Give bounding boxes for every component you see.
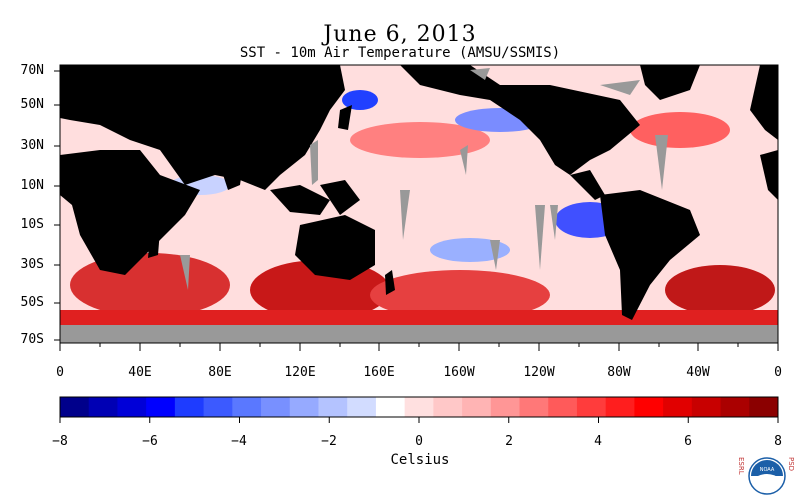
colorbar-tick-label: 0 [415, 434, 423, 449]
lat-label: 70N [20, 63, 44, 78]
lat-label: 30S [20, 257, 44, 272]
page-subtitle: SST - 10m Air Temperature (AMSU/SSMIS) [239, 45, 561, 61]
page-title: June 6, 2013 [323, 22, 477, 47]
colorbar-swatch [519, 397, 549, 417]
colorbar-swatch [691, 397, 722, 417]
colorbar-tick-label: 2 [505, 434, 513, 449]
lon-ticks [59, 343, 779, 351]
lat-label: 50S [20, 295, 44, 310]
colorbar-swatch [490, 397, 521, 417]
colorbar-swatch [60, 397, 90, 417]
lat-label: 10S [20, 217, 44, 232]
lon-label: 40W [686, 365, 710, 380]
colorbar-swatch [203, 397, 233, 417]
lon-label: 0 [56, 365, 64, 380]
noaa-badge-top [751, 460, 783, 476]
lat-label: 50N [20, 97, 44, 112]
lat-label: 30N [20, 138, 44, 153]
land [60, 65, 778, 320]
lon-label: 160W [443, 365, 475, 380]
noaa-bird-icon [753, 474, 781, 483]
colorbar-title: Celsius [390, 452, 450, 468]
colorbar-tick-label: 4 [594, 434, 602, 449]
logo-esrl-text: ESRL [737, 457, 745, 475]
colorbar-swatch [576, 397, 607, 417]
colorbar-swatch [433, 397, 463, 417]
colorbar-swatch [605, 397, 635, 417]
lon-label: 0 [774, 365, 782, 380]
colorbar-swatch [174, 397, 205, 417]
lon-label: 160E [363, 365, 395, 380]
lat-label: 10N [20, 178, 44, 193]
lat-ticks [54, 70, 60, 341]
colorbar-swatch [347, 397, 377, 417]
colorbar-swatch [117, 397, 147, 417]
lon-label: 80W [607, 365, 631, 380]
colorbar-swatch [88, 397, 118, 417]
lon-label: 80E [208, 365, 232, 380]
colorbar-tick-label: −4 [231, 434, 247, 449]
no-data [60, 68, 778, 343]
lon-label: 120W [523, 365, 555, 380]
colorbar-swatch [289, 397, 319, 417]
colorbar-swatch [375, 397, 406, 417]
logo-psd-text: PSD [787, 457, 795, 471]
colorbar-swatch [318, 397, 348, 417]
colorbar-swatch [548, 397, 578, 417]
colorbar-tick-label: −2 [321, 434, 337, 449]
colorbar-swatch [749, 397, 779, 417]
colorbar-swatch [634, 397, 664, 417]
colorbar-tick-label: −6 [142, 434, 158, 449]
colorbar-tick-label: −8 [52, 434, 68, 449]
colorbar-tick-label: 8 [774, 434, 782, 449]
colorbar-ticks [59, 417, 779, 423]
colorbar-swatch [462, 397, 492, 417]
colorbar-swatch [261, 397, 291, 417]
lat-label: 70S [20, 332, 44, 347]
colorbar-swatch [663, 397, 693, 417]
colorbar-tick-label: 6 [684, 434, 692, 449]
noaa-badge-text: NOAA [760, 467, 775, 473]
colorbar [60, 397, 779, 417]
colorbar-swatch [720, 397, 750, 417]
lon-label: 40E [128, 365, 152, 380]
colorbar-swatch [404, 397, 434, 417]
colorbar-swatch [146, 397, 176, 417]
noaa-logo: ESRL NOAA PSD [737, 457, 795, 495]
colorbar-swatch [232, 397, 262, 417]
lon-label: 120E [284, 365, 316, 380]
